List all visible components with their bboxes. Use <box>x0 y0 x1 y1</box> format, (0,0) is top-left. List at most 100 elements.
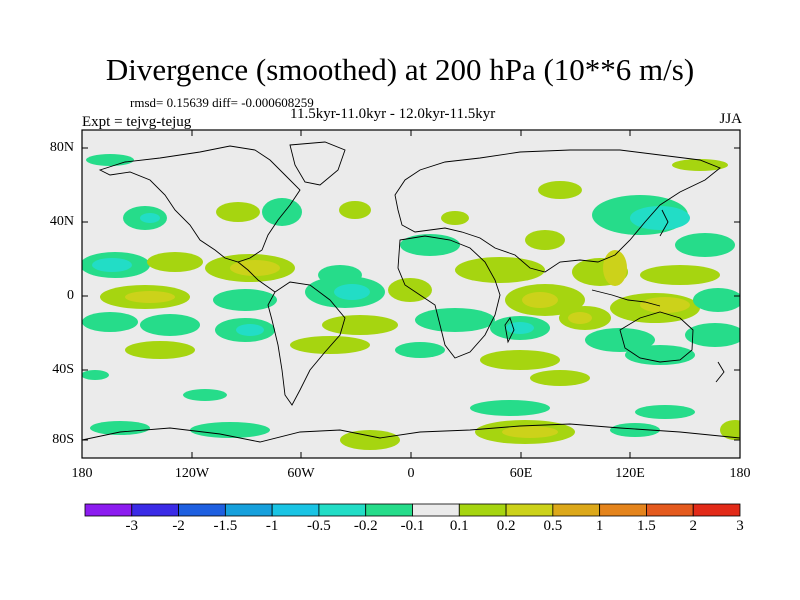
field-patch <box>213 289 277 311</box>
field-patch <box>262 198 302 226</box>
colorbar-box <box>318 503 367 517</box>
colorbar-box <box>692 503 741 517</box>
lon-label: 60E <box>509 466 533 481</box>
coastlines <box>82 141 740 443</box>
lat-label: 80N <box>49 140 74 155</box>
colorbar-box <box>552 503 601 517</box>
field-patch <box>236 324 264 336</box>
field-patch <box>322 315 398 335</box>
field-patch <box>685 323 740 347</box>
lat-label: 40S <box>52 362 74 377</box>
field-patch <box>630 206 690 230</box>
coastline-greenland <box>289 141 346 186</box>
lat-label: 80S <box>52 432 74 447</box>
field-patch <box>441 211 469 225</box>
field-patch <box>585 328 655 352</box>
colorbar-box <box>365 503 413 517</box>
field-patch <box>140 314 200 336</box>
colorbar-box <box>599 503 647 517</box>
field-patch <box>82 312 138 332</box>
period-label: 11.5kyr-11.0kyr - 12.0kyr-11.5kyr <box>290 106 496 122</box>
field-patch <box>610 423 660 437</box>
field-patch <box>190 422 270 438</box>
coastline-central-america <box>237 261 276 293</box>
lon-label: 180 <box>71 466 93 481</box>
colorbar-label: 0.5 <box>543 518 563 534</box>
lat-label: 40N <box>49 214 74 229</box>
field-patch <box>400 234 460 256</box>
field-patch <box>635 405 695 419</box>
coastline-australia <box>619 311 694 363</box>
field-patch <box>568 312 592 324</box>
field-patch <box>538 181 582 199</box>
lon-label: 120E <box>615 466 645 481</box>
colorbar-label: -2 <box>172 518 185 534</box>
field-patch <box>125 341 195 359</box>
season-label: JJA <box>719 111 742 127</box>
lon-label: 120W <box>174 466 210 481</box>
field-patch <box>640 265 720 285</box>
colorbar-label: -0.5 <box>307 518 331 534</box>
coastline-africa <box>397 235 501 359</box>
colorbar-box <box>412 503 460 517</box>
field-patch <box>86 154 134 166</box>
coastline-antarctica <box>82 423 740 443</box>
field-patch <box>334 284 370 300</box>
colorbar-box <box>178 503 226 517</box>
lon-label: 0 <box>407 466 415 481</box>
field-patch <box>675 233 735 257</box>
colorbar <box>84 503 741 517</box>
field-patch <box>455 257 545 283</box>
colorbar-box <box>271 503 320 517</box>
field-patch <box>502 426 558 438</box>
colorbar-box <box>131 503 179 517</box>
colorbar-box <box>505 503 554 517</box>
colorbar-label: -0.1 <box>400 518 425 534</box>
coastline-japan <box>659 209 669 237</box>
coastline-indonesia <box>591 289 661 307</box>
lon-label: 180 <box>729 466 751 481</box>
field-patch <box>395 342 445 358</box>
coastline-madagascar <box>504 317 515 344</box>
colorbar-label: -0.2 <box>353 518 378 534</box>
field-patch <box>415 308 495 332</box>
field-patch <box>470 400 550 416</box>
field-patch <box>290 336 370 354</box>
field-patch <box>340 430 400 450</box>
field-patch <box>125 291 175 303</box>
colorbar-box <box>646 503 694 517</box>
field-patch <box>140 213 160 223</box>
colorbar-label: 0.2 <box>496 518 516 534</box>
map-title: Divergence (smoothed) at 200 hPa (10**6 … <box>105 52 695 87</box>
colorbar-box <box>84 503 133 517</box>
colorbar-box <box>458 503 507 517</box>
field-patch <box>672 159 728 171</box>
rmsd-diff-stats: rmsd= 0.15639 diff= -0.000608259 <box>130 95 314 110</box>
field-patch <box>522 292 558 308</box>
field-patch <box>147 252 203 272</box>
experiment-label: Expt = tejvg-tejug <box>82 114 192 130</box>
colorbar-label: -3 <box>125 518 139 534</box>
coastline-new-zealand <box>715 361 725 383</box>
colorbar-label: 1 <box>595 518 604 534</box>
field-patch <box>216 202 260 222</box>
coastline-eurasia <box>394 149 721 273</box>
colorbar-label: -1 <box>265 518 279 534</box>
field-patch <box>82 370 109 380</box>
field-patch <box>92 258 132 272</box>
colorbar-box <box>224 503 273 517</box>
divergence-field <box>82 154 740 450</box>
field-patch <box>603 250 627 286</box>
coastline-south-america <box>267 281 346 406</box>
field-patch <box>720 420 740 440</box>
colorbar-label: 3 <box>736 518 744 534</box>
colorbar-label: 0.1 <box>449 518 469 534</box>
field-patch <box>506 322 534 334</box>
colorbar-label: 1.5 <box>637 518 656 534</box>
colorbar-label: 2 <box>689 518 697 534</box>
field-patch <box>693 288 740 312</box>
axis-ticks <box>82 130 740 458</box>
field-patch <box>183 389 227 401</box>
field-patch <box>230 260 280 276</box>
field-patch <box>640 297 690 313</box>
